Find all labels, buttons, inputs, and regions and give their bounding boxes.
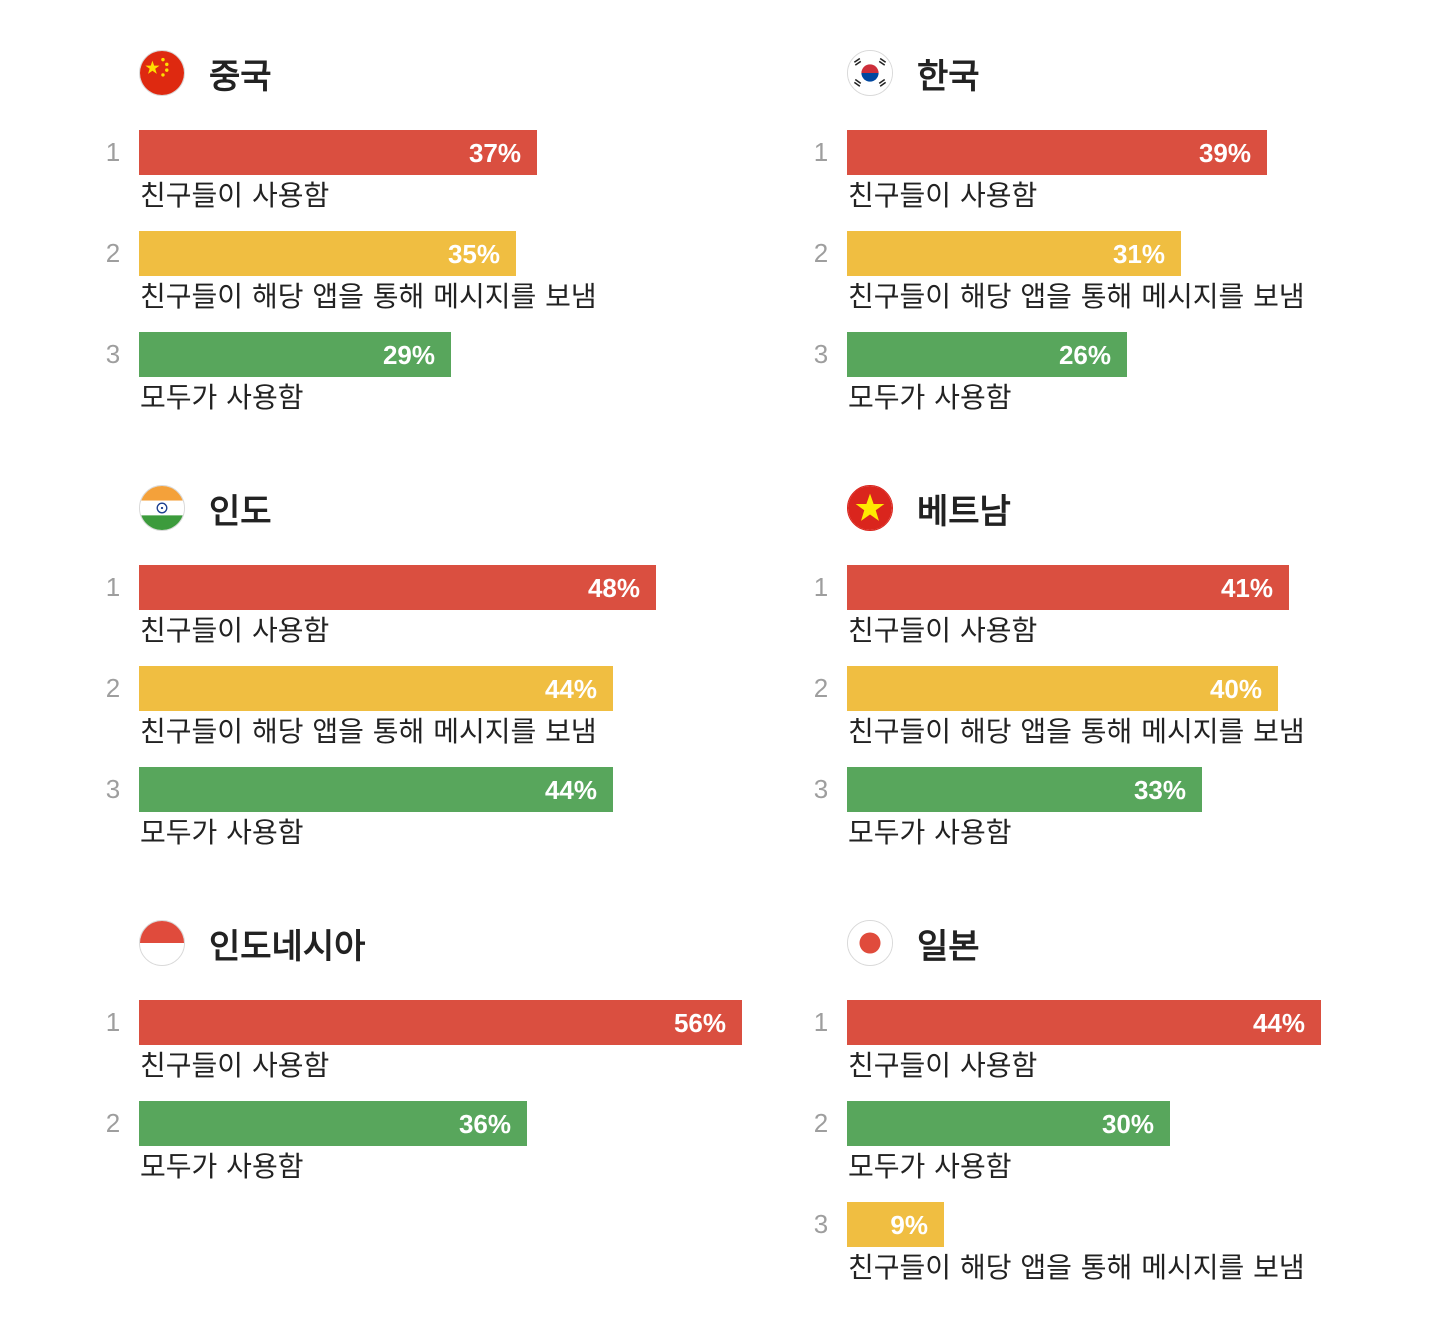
data-label: 31%	[1112, 239, 1165, 269]
data-label: 35%	[447, 239, 500, 269]
category-label: 모두가 사용함	[140, 1150, 304, 1183]
rank-number: 1	[105, 137, 121, 167]
bar: 44%	[139, 767, 613, 812]
data-label: 30%	[1101, 1109, 1154, 1139]
data-label: 44%	[1252, 1008, 1305, 1038]
bar: 29%	[139, 332, 451, 377]
category-label: 친구들이 사용함	[848, 614, 1038, 647]
panel-header: 일본	[847, 918, 980, 968]
chart-title: 중국	[209, 56, 272, 97]
rank-number: 3	[813, 1209, 829, 1239]
bar: 44%	[139, 666, 613, 711]
chart-title: 베트남	[917, 491, 1011, 532]
japan-flag-icon	[847, 920, 893, 966]
category-label: 친구들이 해당 앱을 통해 메시지를 보냄	[140, 280, 597, 313]
category-label: 친구들이 사용함	[848, 179, 1038, 212]
rank-number: 1	[105, 572, 121, 602]
bar: 31%	[847, 231, 1181, 276]
rank-number: 3	[105, 774, 121, 804]
rank-number: 2	[105, 1108, 121, 1138]
category-label: 모두가 사용함	[848, 1150, 1012, 1183]
bar: 48%	[139, 565, 656, 610]
rank-number: 1	[813, 137, 829, 167]
data-label: 56%	[673, 1008, 726, 1038]
rank-number: 1	[105, 1007, 121, 1037]
chart-panel-india: 인도 1 48% 친구들이 사용함 2 44% 친구들이 해당 앱을 통해 메시지를 보냄…	[106, 483, 779, 903]
bar: 9%	[847, 1202, 944, 1247]
category-label: 친구들이 사용함	[848, 1049, 1038, 1082]
category-label: 모두가 사용함	[140, 381, 304, 414]
chart-title: 인도네시아	[209, 926, 366, 967]
data-label: 36%	[458, 1109, 511, 1139]
category-label: 친구들이 해당 앱을 통해 메시지를 보냄	[848, 280, 1305, 313]
bar: 44%	[847, 1000, 1321, 1045]
rank-number: 2	[813, 673, 829, 703]
category-label: 친구들이 해당 앱을 통해 메시지를 보냄	[848, 715, 1305, 748]
data-label: 40%	[1209, 674, 1262, 704]
chart-panel-china: 중국 1 37% 친구들이 사용함 2 35% 친구들이 해당 앱을 통해 메시지를 보냄…	[106, 48, 779, 468]
category-label: 모두가 사용함	[848, 381, 1012, 414]
panel-header: 인도	[139, 483, 272, 533]
data-label: 44%	[544, 775, 597, 805]
rank-number: 3	[813, 774, 829, 804]
chart-panel-korea: 한국 1 39% 친구들이 사용함 2 31% 친구들이 해당 앱을 통해 메시지를 보냄…	[814, 48, 1440, 468]
data-label: 48%	[587, 573, 640, 603]
data-label: 41%	[1220, 573, 1273, 603]
category-label: 모두가 사용함	[140, 816, 304, 849]
vietnam-flag-icon	[847, 485, 893, 531]
panel-header: 인도네시아	[139, 918, 365, 968]
chart-title: 한국	[917, 56, 980, 97]
indonesia-flag-icon	[139, 920, 185, 966]
china-flag-icon	[139, 50, 185, 96]
rank-number: 2	[813, 1108, 829, 1138]
bar: 40%	[847, 666, 1278, 711]
panel-header: 한국	[847, 48, 980, 98]
data-label: 37%	[468, 138, 521, 168]
category-label: 친구들이 해당 앱을 통해 메시지를 보냄	[848, 1251, 1305, 1284]
india-flag-icon	[139, 485, 185, 531]
data-label: 29%	[382, 340, 435, 370]
category-label: 친구들이 사용함	[140, 1049, 330, 1082]
panel-header: 베트남	[847, 483, 1011, 533]
rank-number: 2	[105, 673, 121, 703]
chart-panel-japan: 일본 1 44% 친구들이 사용함 2 30% 모두가 사용함 3 9% 친구들이 해당 앱을 …	[814, 918, 1440, 1338]
rank-number: 1	[813, 1007, 829, 1037]
rank-number: 1	[813, 572, 829, 602]
bar: 35%	[139, 231, 516, 276]
category-label: 모두가 사용함	[848, 816, 1012, 849]
category-label: 친구들이 사용함	[140, 179, 330, 212]
panel-header: 중국	[139, 48, 272, 98]
rank-number: 3	[105, 339, 121, 369]
data-label: 39%	[1198, 138, 1251, 168]
bar: 26%	[847, 332, 1127, 377]
rank-number: 2	[105, 238, 121, 268]
data-label: 44%	[544, 674, 597, 704]
bar: 39%	[847, 130, 1267, 175]
category-label: 친구들이 사용함	[140, 614, 330, 647]
bar: 33%	[847, 767, 1202, 812]
chart-panel-vietnam: 베트남 1 41% 친구들이 사용함 2 40% 친구들이 해당 앱을 통해 메시지를 보…	[814, 483, 1440, 903]
chart-title: 인도	[209, 491, 272, 532]
bar: 30%	[847, 1101, 1170, 1146]
data-label: 26%	[1058, 340, 1111, 370]
bar: 56%	[139, 1000, 742, 1045]
chart-panel-indonesia: 인도네시아 1 56% 친구들이 사용함 2 36% 모두가 사용함	[106, 918, 779, 1338]
bar: 41%	[847, 565, 1289, 610]
korea-flag-icon	[847, 50, 893, 96]
bar: 36%	[139, 1101, 527, 1146]
data-label: 33%	[1133, 775, 1186, 805]
rank-number: 3	[813, 339, 829, 369]
chart-title: 일본	[917, 926, 980, 967]
rank-number: 2	[813, 238, 829, 268]
bar: 37%	[139, 130, 537, 175]
data-label: 9%	[890, 1210, 928, 1240]
category-label: 친구들이 해당 앱을 통해 메시지를 보냄	[140, 715, 597, 748]
